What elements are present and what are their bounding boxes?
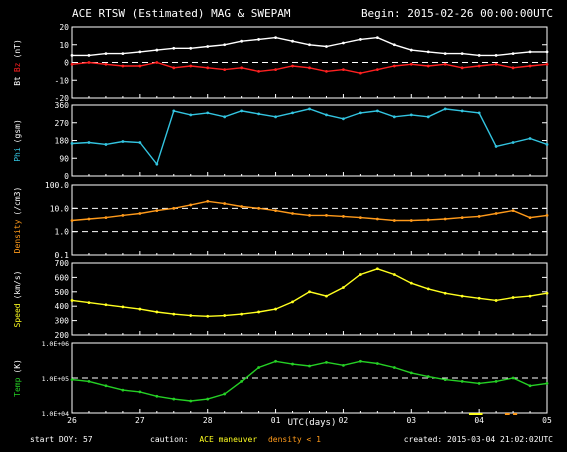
y-axis-label-part: Speed — [13, 303, 22, 327]
y-tick-label: -10 — [55, 76, 70, 85]
y-tick-label: 270 — [55, 119, 70, 128]
y-tick-label: 90 — [59, 154, 69, 163]
y-tick-label: -20 — [55, 94, 70, 103]
y-axis-label-part: Temp — [13, 377, 22, 396]
y-tick-label: 1.0E+06 — [42, 340, 69, 348]
caution-note: caution: ACE maneuver density < 1 — [150, 435, 321, 444]
x-tick-label: 26 — [67, 416, 77, 425]
x-axis-label: UTC(days) — [288, 418, 337, 428]
y-tick-label: 360 — [55, 101, 70, 110]
y-axis-label-mag: Bt Bz (nT) — [13, 39, 22, 86]
x-tick-label: 05 — [542, 416, 552, 425]
caution-density: density < 1 — [268, 435, 321, 444]
y-tick-label: 1.0E+05 — [42, 375, 69, 383]
panel-mag: -20 -10 0 10 20 Bt Bz (nT) — [13, 23, 549, 103]
y-axis-label-part: Bt — [13, 76, 22, 86]
y-tick-label: 400 — [55, 302, 70, 311]
y-axis-label-part: Bz — [13, 62, 22, 72]
y-tick-label: 0.1 — [55, 251, 70, 260]
y-tick-label: 180 — [55, 137, 70, 146]
plot-title: ACE RTSW (Estimated) MAG & SWEPAM — [72, 7, 291, 20]
y-axis-label-part: (km/s) — [13, 271, 22, 300]
y-tick-label: 600 — [55, 273, 70, 282]
y-axis-label-part: (K) — [13, 359, 22, 373]
y-axis-label-temp: Temp (K) — [13, 359, 22, 397]
y-tick-label: 300 — [55, 317, 70, 326]
y-axis-label-part: (nT) — [13, 39, 22, 58]
panel-phi: 0 90 180 270 360 Phi (gsm) — [13, 101, 549, 181]
y-axis-label-part: (/cm3) — [13, 187, 22, 216]
series-line-bz — [71, 61, 548, 74]
y-tick-label: 0 — [64, 59, 69, 68]
y-tick-label: 10.0 — [50, 204, 69, 213]
begin-time: Begin: 2015-02-26 00:00:00UTC — [361, 7, 553, 20]
panel-frame-density — [71, 184, 548, 256]
x-tick-label: 27 — [135, 416, 145, 425]
panel-frame-speed — [71, 262, 548, 336]
caution-prefix: caution: — [150, 435, 189, 444]
y-axis-label-density: Density (/cm3) — [13, 187, 22, 254]
x-tick-label: 28 — [203, 416, 213, 425]
y-tick-label: 0 — [64, 172, 69, 181]
caution-ace-maneuver: ACE maneuver — [199, 435, 257, 444]
series-line-speed — [71, 268, 548, 318]
y-tick-label: 100.0 — [45, 181, 69, 190]
series-line-bt — [72, 36, 547, 57]
y-tick-label: 200 — [55, 331, 70, 340]
panel-temp: 1.0E+04 1.0E+05 1.0E+06 Temp (K) — [13, 340, 549, 418]
series-line-phi — [71, 108, 548, 166]
y-axis-label-phi: Phi (gsm) — [13, 119, 22, 162]
series-line-density — [71, 200, 548, 222]
x-tick-label: 02 — [339, 416, 349, 425]
x-tick-label: 01 — [271, 416, 281, 425]
y-tick-label: 1.0 — [55, 228, 70, 237]
panel-frame-phi — [71, 104, 548, 177]
y-axis-label-speed: Speed (km/s) — [13, 271, 22, 328]
x-tick-label: 04 — [474, 416, 484, 425]
created-time: created: 2015-03-04 21:02:02UTC — [404, 435, 553, 444]
y-axis-label-part: (gsm) — [13, 119, 22, 143]
series-line-temp — [71, 360, 548, 402]
y-tick-label: 500 — [55, 288, 70, 297]
y-tick-label: 10 — [59, 41, 69, 50]
y-tick-label: 700 — [55, 259, 70, 268]
y-tick-label: 1.0E+04 — [42, 410, 69, 418]
y-tick-label: 20 — [59, 23, 69, 32]
start-doy: start DOY: 57 — [30, 435, 93, 444]
y-axis-label-part: Density — [13, 219, 22, 253]
x-tick-label: 03 — [406, 416, 416, 425]
y-axis-label-part: Phi — [13, 147, 22, 162]
panel-speed: 200 300 400 500 600 700 Speed (km/s) — [13, 259, 549, 340]
panel-density: 0.1 1.0 10.0 100.0 Density (/cm3) — [13, 181, 549, 260]
